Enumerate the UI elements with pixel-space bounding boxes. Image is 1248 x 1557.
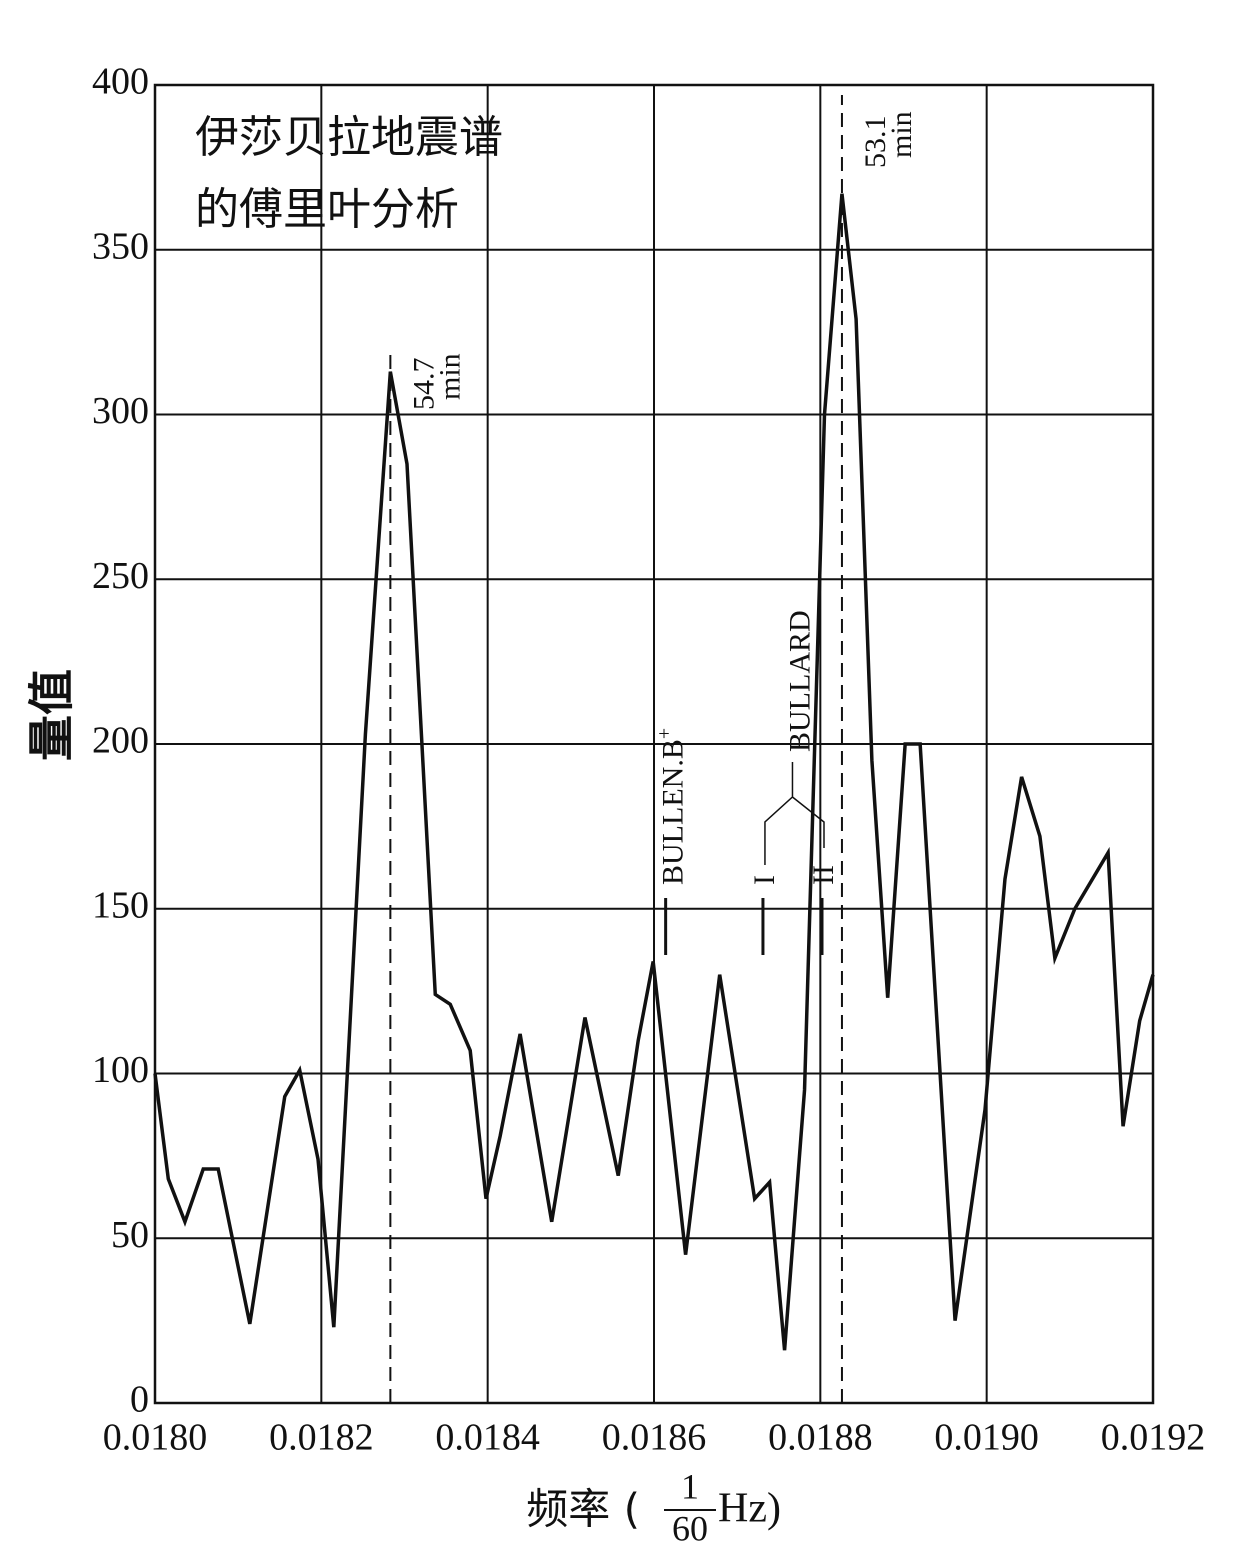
y-axis-label: 量值: [25, 669, 79, 761]
bracket: [764, 762, 825, 865]
plot-frame: [153, 83, 1155, 1405]
y-tick-label: 300: [92, 390, 149, 432]
y-tick-label: 100: [92, 1049, 149, 1091]
peak-unit: min: [433, 353, 466, 400]
y-tick-label: 250: [92, 555, 149, 597]
chart-title: 的傅里叶分析: [195, 184, 459, 235]
x-tick-label: 0.0186: [602, 1417, 707, 1459]
spectrum-line: [153, 193, 1155, 1351]
peak-label: 54.7: [407, 358, 440, 411]
peak-unit: min: [885, 111, 918, 158]
peak-label: 53.1: [859, 116, 892, 169]
x-label-numerator: 1: [681, 1466, 699, 1506]
chart-title: 伊莎贝拉地震谱: [195, 112, 503, 163]
x-tick-label: 0.0180: [103, 1417, 208, 1459]
x-tick-label: 0.0184: [435, 1417, 540, 1459]
x-axis-label: 频率 ( 1 60 Hz): [526, 1466, 781, 1548]
marker-text: II: [807, 865, 840, 885]
marker-text: BULLEN.B: [657, 739, 690, 885]
x-label-denominator: 60: [672, 1508, 708, 1548]
marker-sup: +: [653, 728, 675, 739]
marker-label: BULLEN.B+: [653, 728, 689, 885]
x-label-suffix: Hz): [718, 1486, 781, 1532]
y-tick-label: 0: [130, 1379, 149, 1421]
marker-label: I: [748, 875, 781, 885]
y-tick-label: 350: [92, 225, 149, 267]
y-tick-label: 150: [92, 884, 149, 926]
marker-text: I: [748, 875, 781, 885]
x-tick-label: 0.0192: [1101, 1417, 1206, 1459]
x-tick-label: 0.0190: [934, 1417, 1039, 1459]
x-label-prefix: 频率 (: [526, 1485, 640, 1534]
bracket-label: BULLARD: [783, 610, 816, 752]
y-tick-label: 400: [92, 61, 149, 103]
x-tick-label: 0.0182: [269, 1417, 374, 1459]
y-tick-label: 200: [92, 720, 149, 762]
marker-label: II: [807, 865, 840, 885]
y-tick-label: 50: [111, 1214, 149, 1256]
x-tick-label: 0.0188: [768, 1417, 873, 1459]
